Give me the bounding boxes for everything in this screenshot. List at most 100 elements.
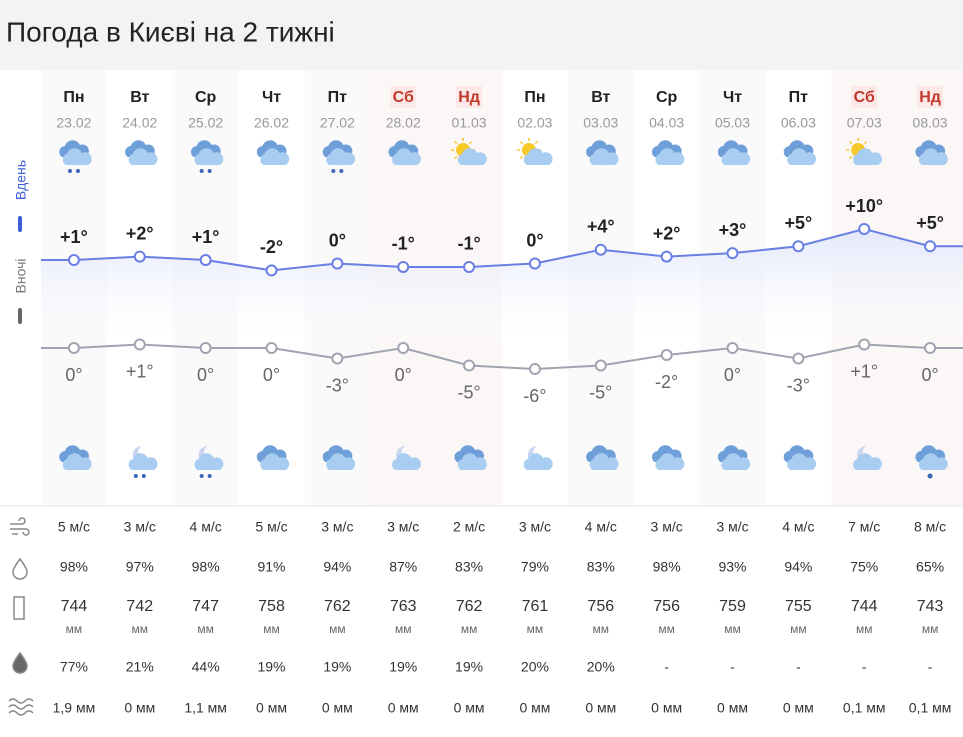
day-temp: +10° — [845, 196, 883, 216]
cloud — [589, 453, 619, 470]
cloud — [918, 453, 948, 470]
cloud — [392, 148, 421, 165]
pressure: 756 — [653, 598, 680, 615]
day-temp: +1° — [192, 227, 220, 247]
cloud — [326, 453, 356, 470]
night-point — [660, 349, 673, 361]
pressure: 743 — [917, 598, 944, 615]
weekend-badge — [851, 86, 878, 108]
cloud — [62, 453, 92, 470]
day-temp: +1° — [60, 227, 88, 247]
night-point — [331, 352, 344, 365]
wind: 3 м/с — [387, 519, 419, 535]
pressure-unit: мм — [856, 622, 873, 636]
day-temp: +4° — [587, 216, 615, 236]
weekday: Вт — [130, 89, 149, 106]
weather-icon — [125, 140, 158, 165]
night-point — [463, 359, 476, 372]
day-point — [660, 250, 673, 263]
night-temp: -3° — [787, 375, 810, 395]
pressure-unit: мм — [922, 622, 939, 636]
pressure-icon — [13, 596, 25, 620]
night-marker — [18, 308, 22, 324]
humidity: 94% — [784, 559, 812, 575]
drop — [133, 474, 138, 478]
day-area — [41, 229, 963, 350]
day-point — [594, 243, 607, 256]
flake — [207, 474, 212, 478]
day-point — [858, 223, 871, 235]
humidity: 87% — [389, 559, 417, 575]
weekday: Нд — [919, 89, 941, 106]
precip-prob: 19% — [455, 659, 483, 675]
drop — [331, 169, 336, 173]
humidity: 98% — [653, 559, 681, 575]
night-temp: -2° — [655, 372, 678, 392]
pressure: 747 — [192, 598, 219, 615]
humidity: 79% — [521, 559, 549, 575]
humidity: 97% — [126, 559, 154, 575]
precip-prob: - — [862, 659, 867, 675]
sun-ray — [849, 155, 853, 160]
precip-prob: 44% — [192, 659, 220, 675]
precip-prob: - — [730, 659, 735, 675]
cloud — [523, 148, 553, 165]
cloud — [392, 453, 421, 470]
night-point — [265, 342, 278, 354]
precip-prob: - — [796, 659, 801, 675]
cloud — [787, 148, 817, 165]
day-point — [331, 257, 344, 270]
weekday: Чт — [262, 89, 281, 106]
night-point — [594, 359, 607, 372]
cloud — [853, 453, 882, 470]
pressure: 758 — [258, 598, 285, 615]
precip-prob: 20% — [521, 659, 549, 675]
precip-prob: 21% — [126, 659, 154, 675]
night-temp: +1° — [126, 361, 154, 381]
night-temp: -6° — [523, 386, 546, 406]
day-label: Вдень — [13, 160, 29, 200]
precip: 0 мм — [454, 700, 485, 716]
pressure-unit: мм — [197, 622, 214, 636]
cloud — [918, 148, 948, 165]
weather-icon — [322, 140, 356, 173]
weather-icon — [846, 138, 882, 165]
precip-prob: 77% — [60, 659, 88, 675]
night-temp: +1° — [850, 361, 878, 381]
weekday: Пн — [63, 89, 84, 106]
drop — [199, 169, 204, 173]
pressure: 762 — [456, 598, 483, 615]
weekday: Нд — [458, 89, 480, 106]
night-line — [73, 343, 931, 371]
wind: 5 м/с — [255, 519, 287, 535]
weekday: Сб — [393, 89, 414, 106]
humidity: 83% — [455, 559, 483, 575]
night-temp: 0° — [197, 365, 214, 385]
sun-ray — [468, 140, 473, 145]
humidity: 94% — [323, 559, 351, 575]
day-temp: +5° — [784, 213, 812, 233]
weekday: Вт — [591, 89, 610, 106]
day-point — [265, 264, 278, 277]
weekend-badge — [456, 86, 483, 108]
day-temp: -2° — [260, 237, 283, 257]
wind: 5 м/с — [58, 519, 90, 535]
wind: 2 м/с — [453, 519, 485, 535]
day-point — [463, 260, 476, 273]
date: 24.02 — [122, 115, 157, 131]
night-point — [67, 342, 80, 354]
precip-prob: 19% — [323, 659, 351, 675]
drop — [927, 473, 933, 479]
pressure-unit: мм — [66, 622, 83, 636]
pressure: 742 — [126, 598, 153, 615]
weekday: Ср — [195, 89, 217, 106]
date: 01.03 — [452, 115, 487, 131]
day-temp: 0° — [329, 230, 346, 250]
humidity: 98% — [60, 559, 88, 575]
precip-prob-icon — [12, 651, 28, 674]
pressure-unit: мм — [593, 622, 610, 636]
date: 28.02 — [386, 115, 421, 131]
weather-icon — [256, 140, 290, 165]
weather-icon — [451, 138, 487, 165]
